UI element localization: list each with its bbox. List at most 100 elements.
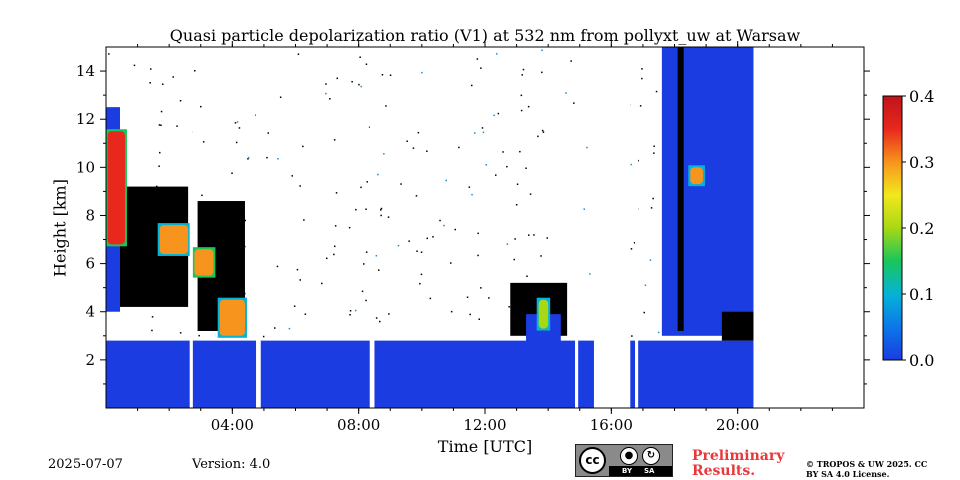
noise-pixel (158, 165, 160, 167)
noise-pixel (179, 332, 182, 334)
noise-pixel (151, 329, 153, 332)
noise-pixel (151, 316, 154, 318)
noise-pixel (540, 255, 542, 257)
noise-pixel (358, 83, 360, 86)
cc-license-badge: cc ● ↻ BY SA (575, 444, 673, 477)
noise-pixel (198, 334, 200, 337)
noise-pixel (160, 124, 162, 126)
noise-pixel (108, 53, 110, 55)
noise-pixel (514, 238, 516, 240)
noise-pixel (541, 71, 543, 74)
noise-pixel (381, 74, 384, 76)
noise-pixel (416, 250, 418, 252)
noise-pixel (299, 279, 301, 281)
colorbar-tick-label: 0.4 (909, 87, 934, 106)
noise-pixel (573, 102, 575, 104)
version-label: Version: 4.0 (192, 457, 271, 472)
y-tick-label: 4 (85, 303, 95, 321)
noise-pixel (262, 335, 265, 338)
noise-pixel (542, 131, 545, 133)
noise-pixel (325, 83, 327, 85)
noise-pixel (133, 64, 136, 67)
noise-pixel (336, 77, 338, 80)
noise-pixel (429, 297, 432, 300)
x-tick-label: 16:00 (590, 416, 633, 434)
noise-pixel (380, 207, 383, 210)
noise-pixel (160, 110, 163, 113)
noise-pixel (493, 114, 495, 117)
noise-pixel (469, 313, 471, 316)
noise-pixel (400, 183, 402, 185)
region-depolarizing-layer-02h (159, 225, 189, 254)
noise-pixel (360, 85, 362, 88)
noise-pixel (515, 204, 518, 206)
noise-pixel (657, 331, 660, 334)
noise-pixel (471, 84, 473, 87)
colorbar-tick-label: 0.0 (909, 351, 934, 370)
noise-pixel (641, 68, 643, 70)
noise-pixel (506, 243, 509, 245)
data-gap (593, 47, 631, 408)
noise-pixel (334, 225, 337, 227)
noise-pixel (303, 219, 305, 221)
noise-pixel (643, 311, 645, 314)
noise-pixel (630, 248, 633, 250)
data-gap (189, 47, 193, 408)
noise-pixel (586, 146, 588, 149)
noise-pixel (333, 139, 336, 141)
noise-pixel (380, 214, 382, 217)
noise-pixel (325, 92, 327, 95)
noise-pixel (419, 282, 421, 285)
noise-pixel (653, 145, 655, 147)
noise-pixel (420, 251, 423, 253)
y-tick-label: 6 (85, 255, 95, 273)
x-tick-label: 12:00 (463, 416, 506, 434)
noise-pixel (279, 96, 282, 98)
noise-pixel (359, 56, 361, 58)
noise-pixel (480, 287, 482, 289)
cc-logo-icon: cc (579, 447, 606, 474)
noise-pixel (533, 234, 535, 236)
noise-pixel (478, 318, 480, 320)
noise-pixel (200, 105, 202, 108)
noise-pixel (365, 299, 367, 302)
data-gap (256, 47, 261, 408)
noise-pixel (288, 327, 291, 330)
noise-pixel (235, 141, 238, 144)
noise-pixel (231, 172, 233, 174)
noise-pixel (158, 124, 161, 126)
noise-pixel (333, 253, 335, 256)
noise-pixel (426, 237, 428, 240)
noise-pixel (366, 181, 368, 183)
y-tick-label: 2 (85, 351, 95, 369)
noise-pixel (291, 175, 293, 177)
noise-pixel (528, 234, 530, 236)
noise-pixel (529, 193, 532, 195)
data-gap (575, 47, 579, 408)
noise-pixel (644, 284, 647, 286)
noise-pixel (172, 76, 174, 78)
noise-pixel (234, 122, 237, 124)
noise-pixel (329, 98, 331, 100)
noise-pixel (652, 197, 654, 200)
noise-pixel (527, 105, 530, 108)
noise-pixel (238, 127, 241, 129)
noise-pixel (406, 140, 408, 142)
noise-pixel (334, 245, 336, 248)
noise-pixel (630, 163, 632, 166)
noise-pixel (537, 135, 539, 138)
noise-pixel (421, 71, 423, 74)
noise-pixel (266, 156, 268, 159)
region-depolarizing-layer-00h (107, 131, 125, 245)
noise-pixel (655, 90, 658, 93)
noise-pixel (365, 63, 368, 65)
noise-pixel (454, 228, 456, 231)
y-axis-label: Height [km] (50, 179, 70, 277)
noise-pixel (267, 132, 269, 134)
noise-pixel (299, 185, 301, 187)
noise-pixel (415, 195, 418, 197)
noise-pixel (519, 150, 521, 153)
noise-pixel (354, 309, 357, 312)
noise-pixel (516, 183, 519, 185)
noise-pixel (481, 127, 484, 129)
